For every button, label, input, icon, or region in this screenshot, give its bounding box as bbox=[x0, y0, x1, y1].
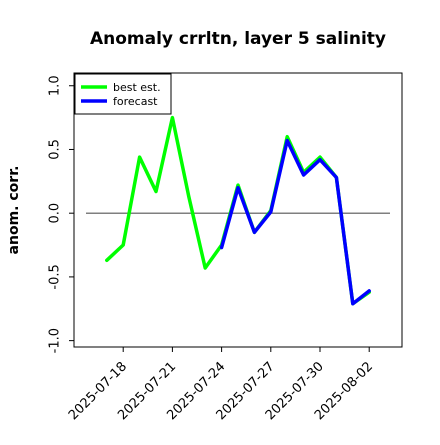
y-tick-label: -1.0 bbox=[48, 328, 63, 353]
y-tick-label: 0.5 bbox=[48, 139, 63, 160]
plot-frame bbox=[73, 72, 403, 348]
chart-title: Anomaly crrltn, layer 5 salinity bbox=[90, 29, 386, 49]
y-tick-label: 1.0 bbox=[48, 75, 63, 96]
legend-box bbox=[74, 73, 172, 115]
legend-label: forecast bbox=[113, 95, 158, 108]
y-tick-label: 0.0 bbox=[48, 203, 63, 224]
y-axis-label: anom. corr. bbox=[6, 166, 22, 255]
y-tick-label: -0.5 bbox=[48, 264, 63, 289]
series-line-forecast bbox=[219, 138, 371, 306]
series-line-best-est bbox=[105, 115, 371, 306]
plot-area: -1.0-0.50.00.51.02025-07-182025-07-21202… bbox=[48, 72, 403, 423]
legend-label: best est. bbox=[113, 81, 161, 94]
